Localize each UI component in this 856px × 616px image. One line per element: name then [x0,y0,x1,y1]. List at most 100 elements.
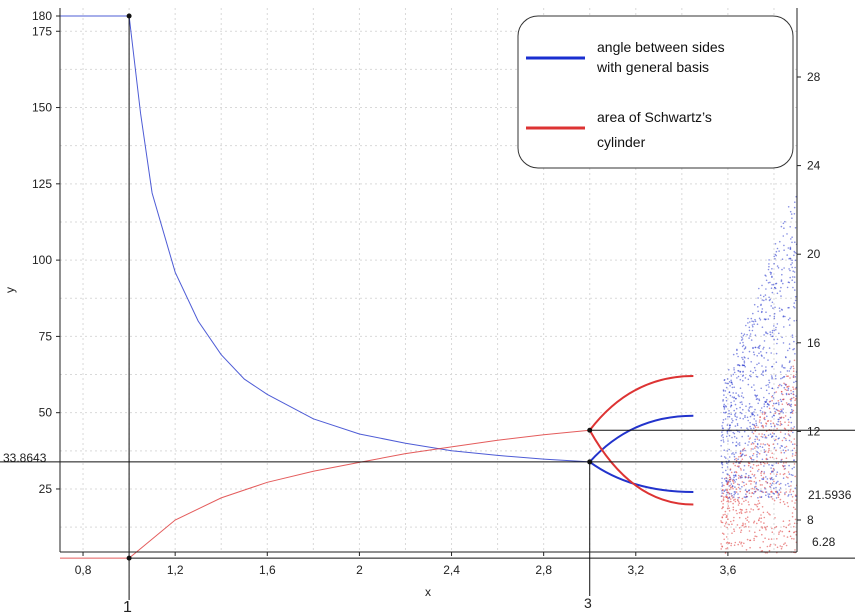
series-area-point [766,443,769,445]
series-area-point [759,496,761,498]
series-area-point [750,448,753,450]
series-angle-point [728,381,731,383]
series-angle-point [742,408,744,411]
series-area-point [737,486,740,489]
series-area-point [774,517,776,519]
series-area-point [786,389,788,392]
series-angle-point [791,262,793,264]
series-angle-point [732,474,735,477]
series-angle-point [762,371,764,374]
series-angle-point [755,435,757,438]
series-angle-point [727,440,729,442]
series-angle-point [749,466,752,468]
series-angle-point [736,416,738,418]
series-area-point [720,500,723,503]
series-angle-point [729,424,731,427]
series-angle-point [772,414,775,417]
series-area-point [725,536,728,538]
series-area-point [777,400,780,402]
series-angle-point [721,425,723,427]
series-area-point [721,532,724,535]
series-angle-point [784,356,787,358]
series-angle-point [766,332,769,335]
series-area-point [744,511,746,514]
series-angle-point [791,336,794,339]
series-angle-point [750,375,752,378]
series-angle-point [729,426,731,429]
series-angle-point [772,397,775,399]
series-angle-point [752,459,755,461]
series-area-point [745,454,747,457]
series-area-point [743,500,745,503]
series-angle-point [751,320,753,323]
series-area-point [736,524,739,526]
series-angle-point [756,450,758,453]
series-angle-point [743,360,746,363]
series-area-point [754,477,757,479]
series-area-point [737,500,740,503]
guide-lines [0,13,855,600]
series-angle-point [790,213,793,215]
series-area-point [779,498,782,501]
series-angle-point [741,476,743,479]
series-area-point [732,519,735,522]
legend-box [517,15,794,169]
series-angle-point [749,405,752,408]
series-area-point [748,462,751,465]
series-angle-point [794,227,797,229]
series-angle-point [751,329,754,332]
series-angle-point [788,343,791,345]
y-right-tick-label: 24 [807,159,821,173]
series-area-point [765,480,767,483]
series-area-point [784,542,786,544]
series-angle-point [733,400,735,402]
series-area-point [793,463,796,465]
series-area-point [779,545,782,547]
series-area-point [766,511,769,514]
series-angle-point [771,301,774,304]
series-area-point [782,416,785,419]
series-angle-point [751,458,753,461]
value-label-right-2: 6.28 [812,535,836,549]
series-angle-point [743,362,746,364]
series-angle-point [761,299,764,301]
series-area-point [756,505,759,508]
series-angle-point [753,389,756,392]
series-area-point [720,548,722,550]
series-angle-point [752,351,755,354]
series-angle-point [792,276,794,278]
series-angle-point [789,226,791,228]
series-area-point [726,507,729,510]
series-area-point [792,409,795,412]
series-area-point [746,538,749,541]
series-area-point [721,495,723,497]
series-angle-point [776,292,779,295]
series-area-point [745,517,747,520]
series-area-point [794,454,797,457]
x-tick-label: 3,2 [627,563,644,577]
series-angle-point [769,411,772,413]
series-area-point [729,484,731,487]
series-angle-point [738,444,741,446]
series-area-point [755,465,758,467]
series-area-point [781,458,783,461]
series-angle-point [757,310,759,313]
series-area-point [753,520,756,523]
series-area-point [762,511,765,514]
series-area-point [731,497,734,499]
series-area-point [775,449,777,452]
series-angle-point [789,246,792,249]
series-area-point [770,496,772,498]
series-angle-point [747,435,750,437]
series-angle-point [792,270,794,273]
series-area-point [783,468,786,470]
series-angle-point [780,377,782,380]
series-angle-point [779,310,781,312]
series-angle-point [743,333,746,336]
series-angle-point [763,405,765,408]
series-angle-point [751,406,753,408]
series-area-point [752,453,755,455]
series-area-point [783,535,785,537]
series-area-point [760,443,762,445]
series-angle-point [771,476,773,479]
